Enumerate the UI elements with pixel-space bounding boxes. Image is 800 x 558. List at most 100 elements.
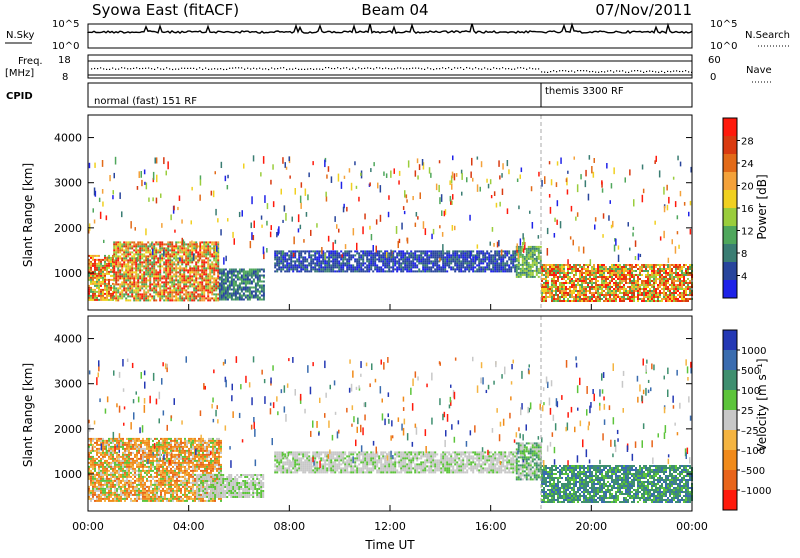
data-cell <box>330 252 332 254</box>
nave-dot <box>298 69 299 70</box>
nave-dot <box>361 68 362 69</box>
data-cell <box>629 268 631 270</box>
data-cell <box>100 285 102 287</box>
data-cell <box>410 264 412 266</box>
data-cell <box>169 253 171 255</box>
sparse-echo <box>591 166 593 173</box>
data-cell <box>104 269 106 271</box>
data-cell <box>384 262 386 264</box>
data-cell <box>366 254 368 256</box>
data-cell <box>145 279 147 281</box>
data-cell <box>223 297 225 299</box>
data-cell <box>147 297 149 299</box>
y-tick-label: 1000 <box>54 267 82 280</box>
nave-dot <box>97 68 98 69</box>
cpid-label: CPID <box>6 91 33 102</box>
data-cell <box>629 298 631 300</box>
data-cell <box>167 249 169 251</box>
data-cell <box>386 270 388 272</box>
data-cell <box>247 277 249 279</box>
data-cell <box>635 288 637 290</box>
data-cell <box>689 298 691 300</box>
sparse-echo <box>173 206 175 211</box>
data-cell <box>336 252 338 254</box>
nave-dot <box>346 67 347 68</box>
data-cell <box>203 249 205 251</box>
nave-dot <box>523 68 524 69</box>
data-cell <box>183 275 185 277</box>
data-cell <box>171 295 173 297</box>
data-cell <box>346 262 348 264</box>
data-cell <box>400 254 402 256</box>
data-cell <box>209 273 211 275</box>
data-cell <box>490 258 492 260</box>
data-cell <box>127 299 129 301</box>
data-cell <box>215 277 217 279</box>
data-cell <box>113 245 115 247</box>
data-cell <box>137 277 139 279</box>
data-cell <box>561 284 563 286</box>
data-cell <box>247 273 249 275</box>
data-cell <box>115 251 117 253</box>
data-cell <box>559 272 561 274</box>
data-cell <box>569 292 571 294</box>
data-cell <box>645 270 647 272</box>
nave-dot <box>244 69 245 70</box>
data-cell <box>241 277 243 279</box>
data-cell <box>92 297 94 299</box>
data-cell <box>683 294 685 296</box>
data-cell <box>424 254 426 256</box>
sparse-echo <box>420 192 422 199</box>
data-cell <box>607 292 609 294</box>
data-cell <box>129 261 131 263</box>
data-cell <box>374 256 376 258</box>
data-cell <box>110 289 112 291</box>
data-cell <box>90 255 92 257</box>
data-cell <box>607 284 609 286</box>
data-cell <box>649 298 651 300</box>
data-cell <box>426 264 428 266</box>
data-cell <box>629 290 631 292</box>
data-cell <box>488 268 490 270</box>
data-cell <box>189 265 191 267</box>
data-cell <box>257 295 259 297</box>
data-cell <box>131 247 133 249</box>
data-cell <box>98 263 100 265</box>
data-cell <box>462 256 464 258</box>
data-cell <box>141 253 143 255</box>
power-y-axis-label: Slant Range [km] <box>21 163 35 267</box>
sparse-echo <box>690 229 692 235</box>
data-cell <box>155 287 157 289</box>
sparse-echo <box>254 221 256 228</box>
data-cell <box>151 255 153 257</box>
data-cell <box>424 268 426 270</box>
data-cell <box>171 253 173 255</box>
data-cell <box>259 281 261 283</box>
data-cell <box>388 270 390 272</box>
data-cell <box>599 288 601 290</box>
data-cell <box>482 250 484 252</box>
data-cell <box>651 290 653 292</box>
data-cell <box>370 254 372 256</box>
data-cell <box>406 260 408 262</box>
data-cell <box>659 294 661 296</box>
nave-dot <box>325 67 326 68</box>
sparse-echo <box>680 162 682 167</box>
data-cell <box>257 273 259 275</box>
data-cell <box>213 279 215 281</box>
data-cell <box>205 257 207 259</box>
data-cell <box>209 283 211 285</box>
data-cell <box>113 243 115 245</box>
data-cell <box>177 287 179 289</box>
data-cell <box>490 256 492 258</box>
sparse-echo <box>199 255 201 261</box>
data-cell <box>139 253 141 255</box>
data-cell <box>603 272 605 274</box>
data-cell <box>653 264 655 266</box>
data-cell <box>528 250 530 252</box>
data-cell <box>175 297 177 299</box>
data-cell <box>147 247 149 249</box>
data-cell <box>203 261 205 263</box>
data-cell <box>520 264 522 266</box>
sparse-echo <box>177 207 179 210</box>
